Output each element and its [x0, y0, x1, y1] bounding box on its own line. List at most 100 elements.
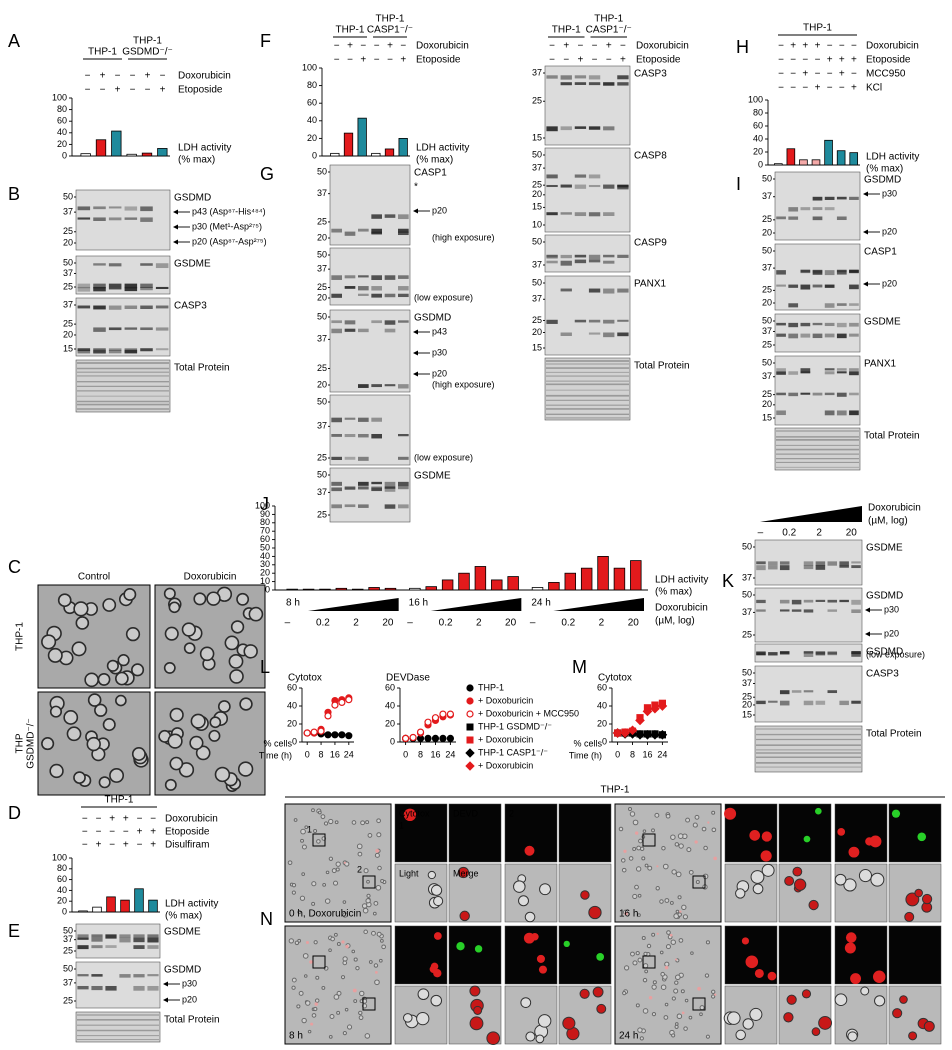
channel-image [558, 803, 612, 863]
marker-label: 25 [532, 315, 542, 325]
band [824, 303, 835, 308]
data-point [620, 728, 630, 738]
cell [675, 871, 682, 878]
treatment-label: Etoposide [165, 827, 210, 838]
band [836, 368, 847, 371]
arrow-head [163, 997, 168, 1003]
cell [699, 1005, 705, 1011]
treatment-sign: − [778, 55, 784, 66]
treatment-sign: + [160, 85, 166, 96]
marker-label: 37 [742, 678, 752, 688]
band [849, 333, 859, 337]
band [91, 985, 103, 991]
band [140, 305, 153, 310]
band [827, 651, 838, 656]
cell [377, 865, 382, 871]
arrow-label: p20 [432, 205, 447, 215]
band [768, 561, 778, 566]
panel-letter: E [8, 921, 20, 941]
band [779, 700, 790, 706]
band [105, 945, 117, 948]
cell [621, 867, 627, 873]
cell [694, 814, 700, 820]
band [358, 275, 369, 278]
panel-letter: J [260, 494, 269, 514]
treatment-sign: − [109, 840, 115, 851]
treatment-sign: + [563, 41, 569, 52]
band [398, 275, 409, 279]
band [588, 126, 601, 130]
cell [63, 710, 79, 725]
cell [714, 993, 717, 996]
band [776, 333, 786, 337]
cell [634, 884, 639, 890]
band [849, 368, 859, 371]
treatment-sign: + [150, 827, 156, 838]
cell [535, 1034, 545, 1044]
cell [228, 653, 244, 669]
marker-label: 20 [762, 399, 772, 409]
band [331, 320, 342, 324]
cell [681, 1011, 685, 1015]
bar [302, 588, 315, 591]
bar [836, 150, 846, 166]
band [124, 217, 138, 220]
marker-label: 20 [317, 232, 327, 242]
cell [378, 958, 383, 963]
data-point [446, 710, 454, 718]
cell [678, 938, 684, 943]
marker-label: 37 [63, 977, 73, 987]
legend-label: THP-1 GSDMD⁻/⁻ [478, 721, 552, 731]
cell [524, 845, 535, 856]
blot [544, 65, 631, 146]
cell [181, 622, 196, 637]
cell [794, 878, 807, 891]
marker-label: 15 [532, 202, 542, 212]
cell [660, 984, 667, 990]
cell [639, 846, 645, 852]
marker-label: 25 [762, 285, 772, 295]
band [77, 934, 89, 939]
x-tick-label: 24 [657, 749, 667, 759]
cell [752, 883, 764, 895]
marker-label: 20 [532, 189, 542, 199]
cell [332, 880, 339, 886]
band [779, 565, 790, 571]
bar [78, 910, 88, 913]
cell [291, 985, 296, 990]
y-tick-label: 100 [52, 852, 67, 862]
band [108, 348, 122, 351]
panel-letter: N [260, 909, 273, 929]
bar [106, 896, 116, 913]
treatment-sign: − [100, 85, 106, 96]
bar [357, 117, 367, 157]
cell [644, 863, 649, 868]
cell [675, 958, 678, 961]
data-point [424, 734, 432, 743]
bar [141, 152, 153, 157]
band [93, 217, 106, 222]
cell [518, 895, 529, 907]
y-tick-label: 20 [57, 139, 67, 149]
channel-image [448, 863, 502, 923]
treatment-sign: − [374, 41, 380, 52]
treatment-sign: − [549, 55, 555, 66]
band [358, 228, 369, 232]
blot [774, 243, 861, 311]
band [588, 259, 601, 263]
band [560, 254, 572, 259]
band [768, 700, 778, 703]
band [560, 75, 572, 80]
cell [749, 1007, 763, 1021]
band [93, 305, 106, 310]
cell [596, 1003, 607, 1014]
cell [651, 984, 657, 990]
cell [115, 694, 127, 707]
cell [343, 861, 346, 864]
band [849, 392, 859, 396]
band [574, 254, 587, 258]
cell [874, 995, 886, 1007]
cell [710, 994, 716, 999]
y-tick-label: 20 [57, 896, 67, 906]
cell [293, 818, 298, 822]
